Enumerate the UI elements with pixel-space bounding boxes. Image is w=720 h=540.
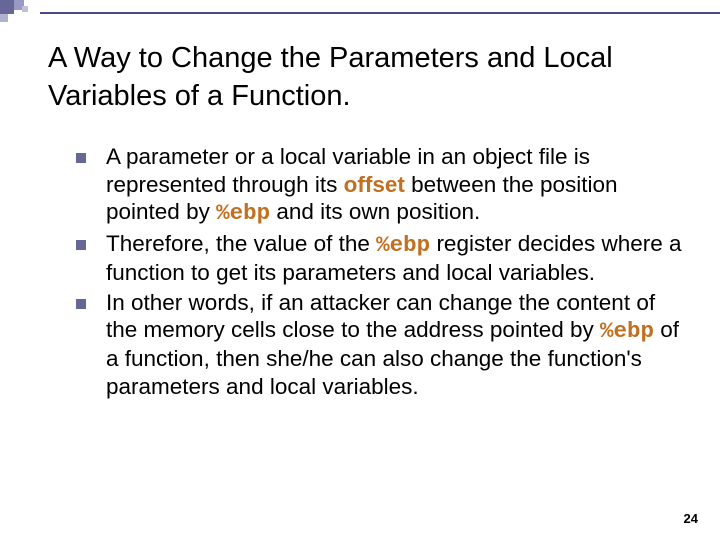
header-line bbox=[40, 12, 720, 14]
keyword-ebp: %ebp bbox=[216, 200, 270, 226]
list-item: In other words, if an attacker can chang… bbox=[76, 289, 682, 401]
keyword-offset: offset bbox=[344, 172, 405, 197]
page-number: 24 bbox=[684, 511, 698, 526]
deco-square bbox=[22, 6, 28, 12]
text-run: and its own position. bbox=[270, 199, 480, 224]
bullet-text: A parameter or a local variable in an ob… bbox=[106, 143, 682, 227]
text-run: In other words, if an attacker can chang… bbox=[106, 290, 655, 342]
bullet-marker-icon bbox=[76, 299, 86, 309]
text-run: Therefore, the value of the bbox=[106, 231, 376, 256]
deco-square bbox=[0, 14, 8, 22]
bullet-marker-icon bbox=[76, 153, 86, 163]
bullet-list: A parameter or a local variable in an ob… bbox=[48, 143, 682, 400]
slide-content: A Way to Change the Parameters and Local… bbox=[0, 0, 720, 400]
keyword-ebp: %ebp bbox=[376, 232, 430, 258]
deco-square bbox=[0, 0, 14, 14]
bullet-text: In other words, if an attacker can chang… bbox=[106, 289, 682, 401]
keyword-ebp: %ebp bbox=[600, 318, 654, 344]
bullet-text: Therefore, the value of the %ebp registe… bbox=[106, 230, 682, 287]
list-item: Therefore, the value of the %ebp registe… bbox=[76, 230, 682, 287]
list-item: A parameter or a local variable in an ob… bbox=[76, 143, 682, 227]
bullet-marker-icon bbox=[76, 240, 86, 250]
slide-title: A Way to Change the Parameters and Local… bbox=[48, 40, 682, 115]
